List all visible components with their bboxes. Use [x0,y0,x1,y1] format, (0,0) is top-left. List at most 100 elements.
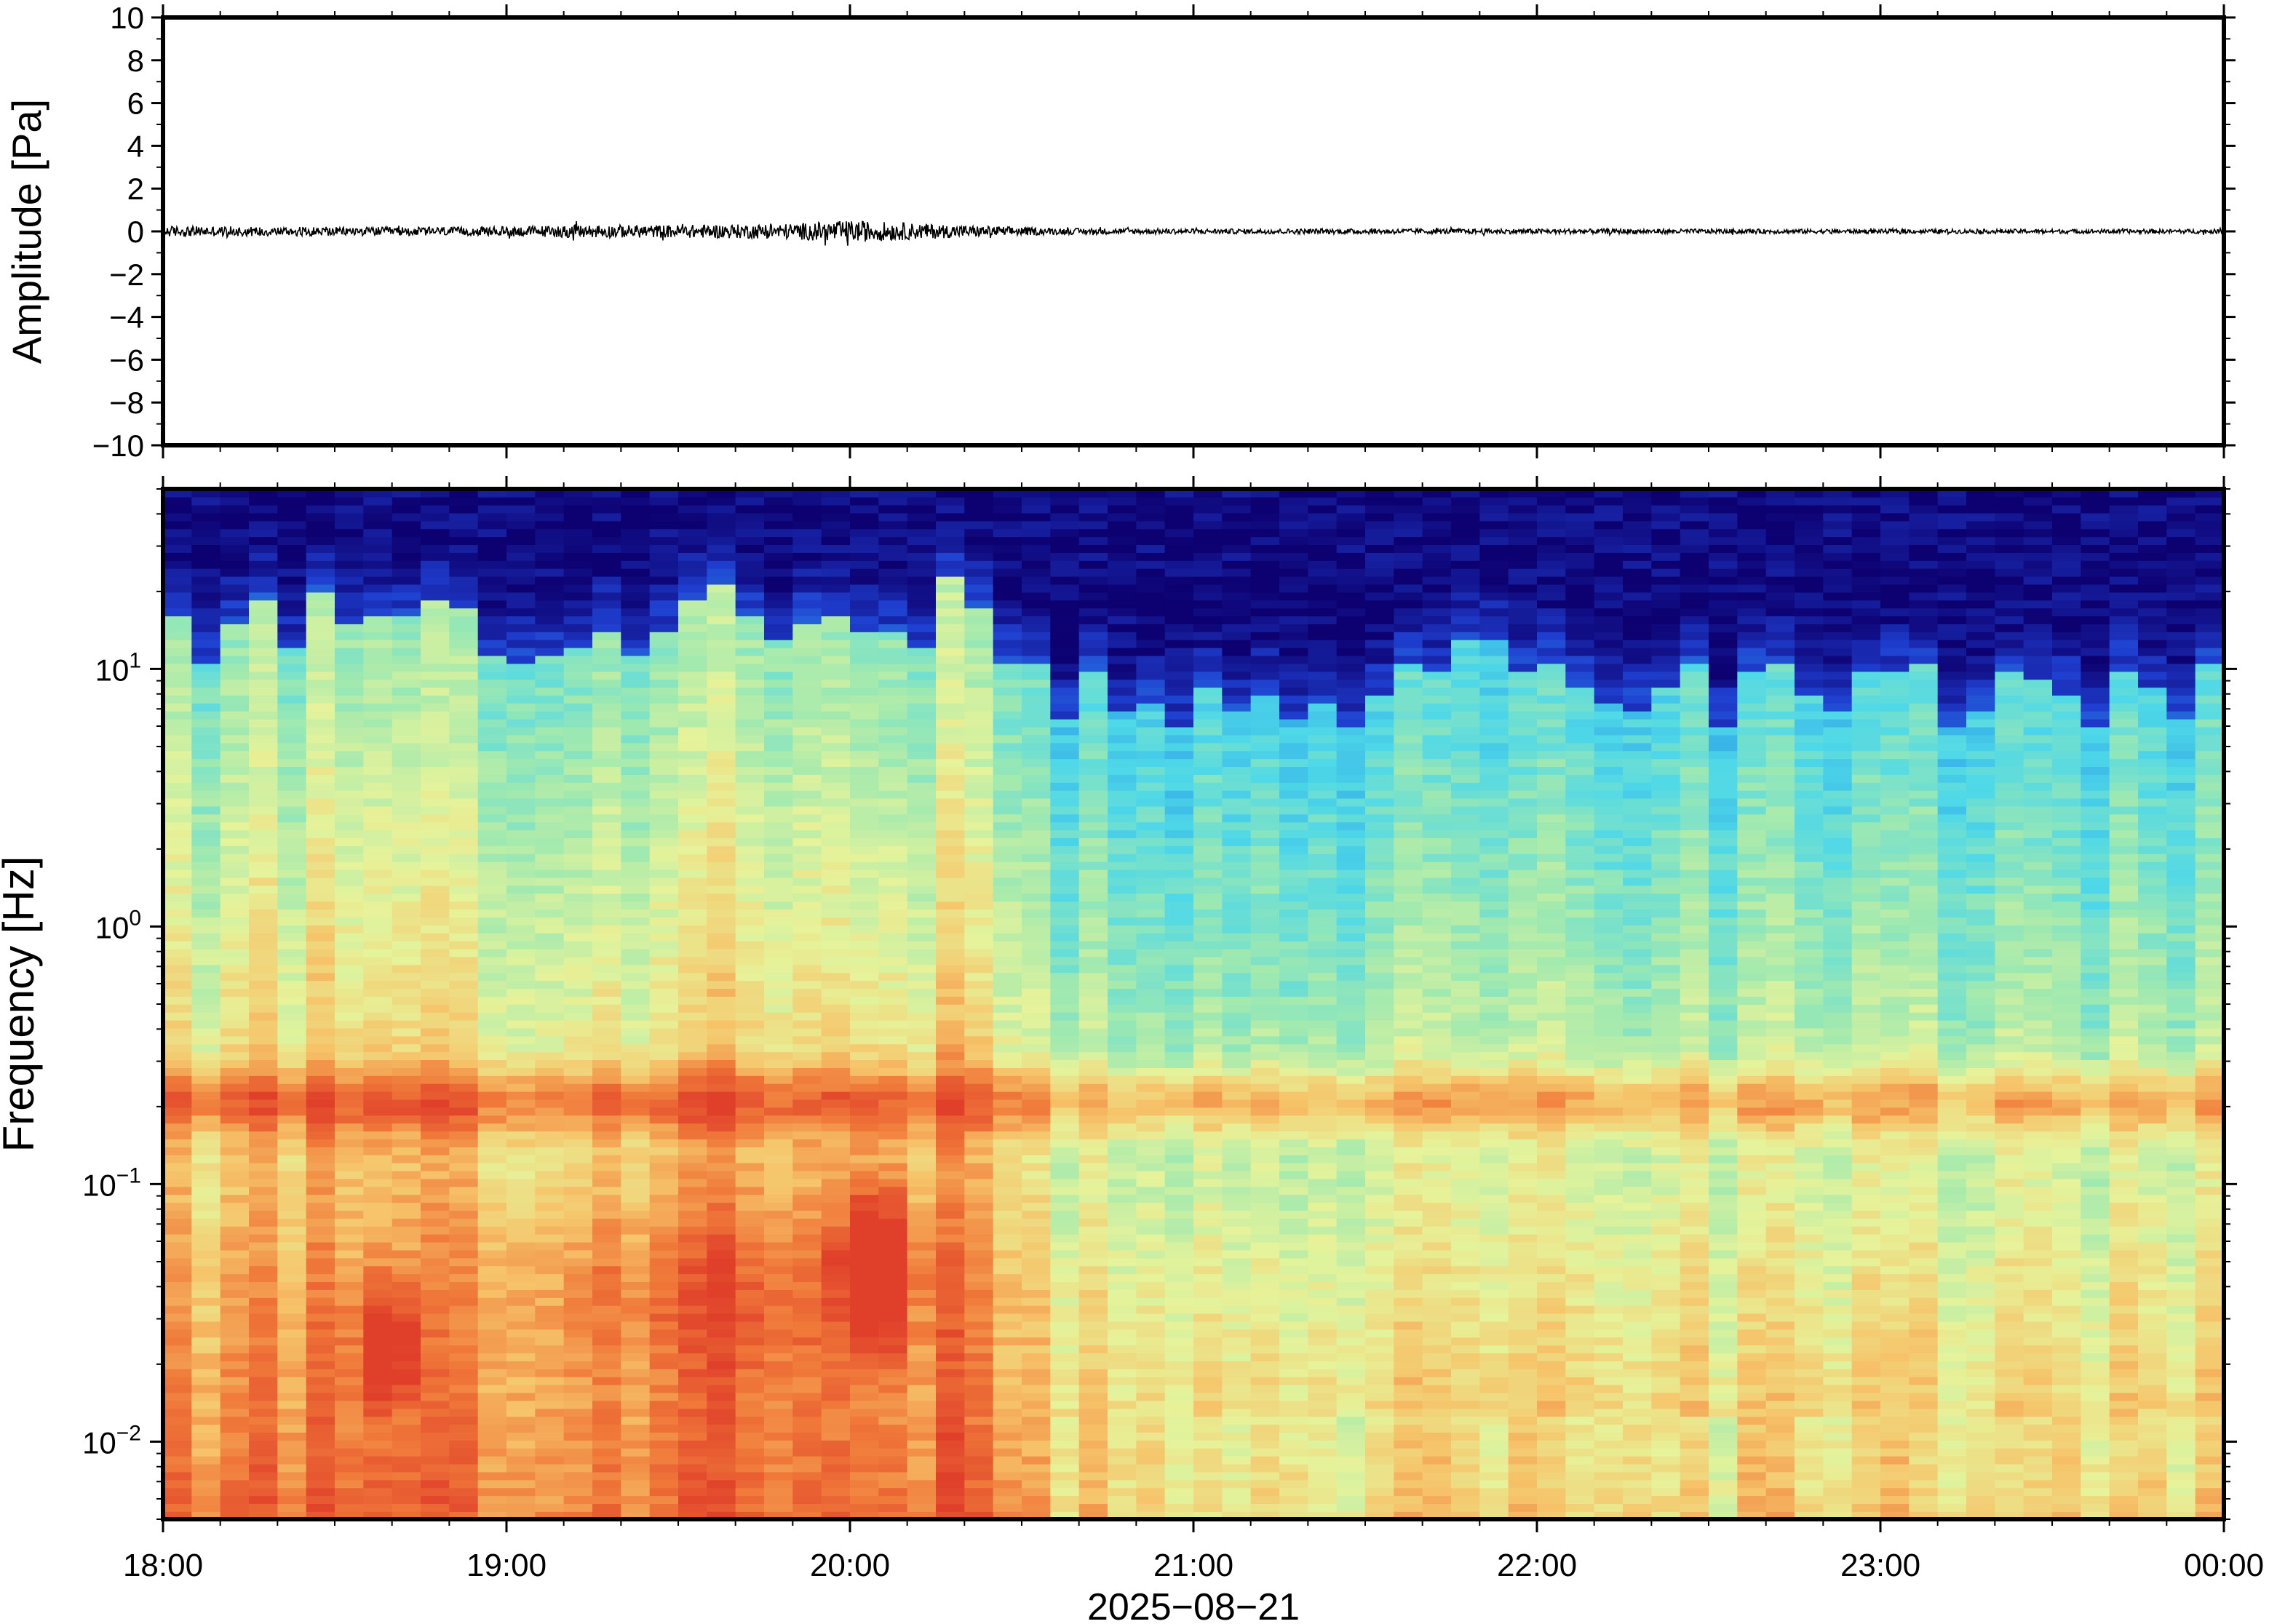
spectrogram-cell [592,1471,622,1481]
spectrogram-cell [592,742,622,752]
spectrogram-cell [535,1447,565,1457]
spectrogram-cell [1222,1329,1252,1338]
spectrogram-cell [220,1487,250,1497]
spectrogram-cell [735,1511,765,1519]
spectrogram-cell [1222,1487,1252,1497]
spectrogram-cell [506,1011,536,1021]
spectrogram-cell [506,1186,536,1195]
spectrogram-cell [1078,600,1108,609]
spectrogram-cell [936,1463,966,1473]
spectrogram-cell [678,1139,708,1147]
spectrogram-cell [249,1447,279,1457]
spectrogram-cell [477,1019,507,1029]
spectrogram-cell [563,632,593,640]
spectrogram-cell [964,1115,994,1124]
spectrogram-cell [821,679,851,688]
spectrogram-cell [792,1471,822,1481]
spectrogram-cell [249,774,279,783]
spectrogram-cell [707,1051,736,1061]
spectrogram-cell [306,861,335,870]
spectrogram-cell [477,647,507,656]
spectrogram-cell [449,1353,479,1361]
spectrogram-cell [277,624,307,632]
spectrogram-cell [735,1035,765,1045]
spectrogram-cell [191,1186,221,1195]
spectrogram-cell [678,829,708,839]
spectrogram-cell [878,1043,908,1053]
spectrogram-cell [1193,1051,1223,1061]
spectrogram-cell [191,813,221,823]
spectrogram-cell [993,726,1022,736]
spectrogram-cell [735,821,765,831]
spectrogram-cell [1164,750,1194,760]
spectrogram-cell [277,1027,307,1037]
spectrogram-cell [277,608,307,617]
spectrogram-cell [392,1035,421,1045]
spectrogram-cell [277,774,307,783]
spectrogram-cell [792,1249,822,1259]
spectrogram-cell [792,1384,822,1393]
spectrogram-cell [363,774,393,783]
spectrogram-cell [993,600,1022,609]
spectrogram-cell [621,552,651,561]
spectrogram-cell [821,996,851,1005]
spectrogram-cell [1078,1455,1108,1465]
spectrogram-cell [191,893,221,902]
spectrogram-cell [993,1384,1022,1393]
spectrogram-cell [764,789,794,799]
spectrogram-cell [506,1511,536,1519]
spectrogram-cell [792,861,822,870]
spectrogram-cell [449,996,479,1005]
spectrogram-cell [506,1051,536,1061]
spectrogram-cell [1164,869,1194,878]
spectrogram-cell [335,1233,365,1243]
spectrogram-cell [1050,1186,1080,1195]
spectrogram-cell [764,996,794,1005]
spectrogram-cell [735,1004,765,1013]
spectrogram-cell [792,877,822,886]
spectrogram-cell [449,1241,479,1251]
spectrogram-cell [535,1471,565,1481]
spectrogram-cell [878,885,908,894]
spectrogram-cell [993,592,1022,601]
spectrogram-cell [335,1321,365,1330]
spectrogram-cell [821,1424,851,1433]
spectrogram-cell [735,608,765,617]
spectrogram-cell [421,726,450,736]
spectrogram-cell [907,1361,937,1369]
spectrogram-cell [1108,1408,1137,1417]
spectrogram-cell [335,932,365,942]
spectrogram-cell [678,710,708,720]
spectrogram-cell [621,821,651,831]
spectrogram-cell [220,1019,250,1029]
spectrogram-cell [936,829,966,839]
spectrogram-cell [1136,1154,1166,1163]
spectrogram-cell [764,1297,794,1306]
spectrogram-cell [335,1083,365,1092]
spectrogram-cell [936,1305,966,1314]
spectrogram-cell [535,710,565,720]
spectrogram-cell [1136,782,1166,791]
spectrogram-cell [735,1471,765,1481]
spectrogram-cell [1078,718,1108,728]
spectrogram-cell [421,1305,450,1314]
spectrogram-cell [764,1178,794,1187]
spectrogram-cell [1136,948,1166,958]
spectrogram-cell [191,544,221,553]
spectrogram-cell [993,568,1022,577]
spectrogram-cell [1108,576,1137,585]
spectrogram-cell [249,1202,279,1211]
spectrogram-cell [335,1107,365,1116]
spectrogram-cell [678,1011,708,1021]
spectrogram-cell [1022,1004,1052,1013]
spectrogram-cell [907,885,937,894]
spectrogram-cell [1108,956,1137,966]
spectrogram-cell [191,1162,221,1171]
spectrogram-cell [1108,940,1137,950]
spectrogram-cell [1078,1345,1108,1354]
spectrogram-cell [1222,1115,1252,1124]
spectrogram-cell [850,1083,880,1092]
spectrogram-cell [792,1369,822,1377]
spectrogram-cell [220,1392,250,1401]
spectrogram-cell [621,1511,651,1519]
